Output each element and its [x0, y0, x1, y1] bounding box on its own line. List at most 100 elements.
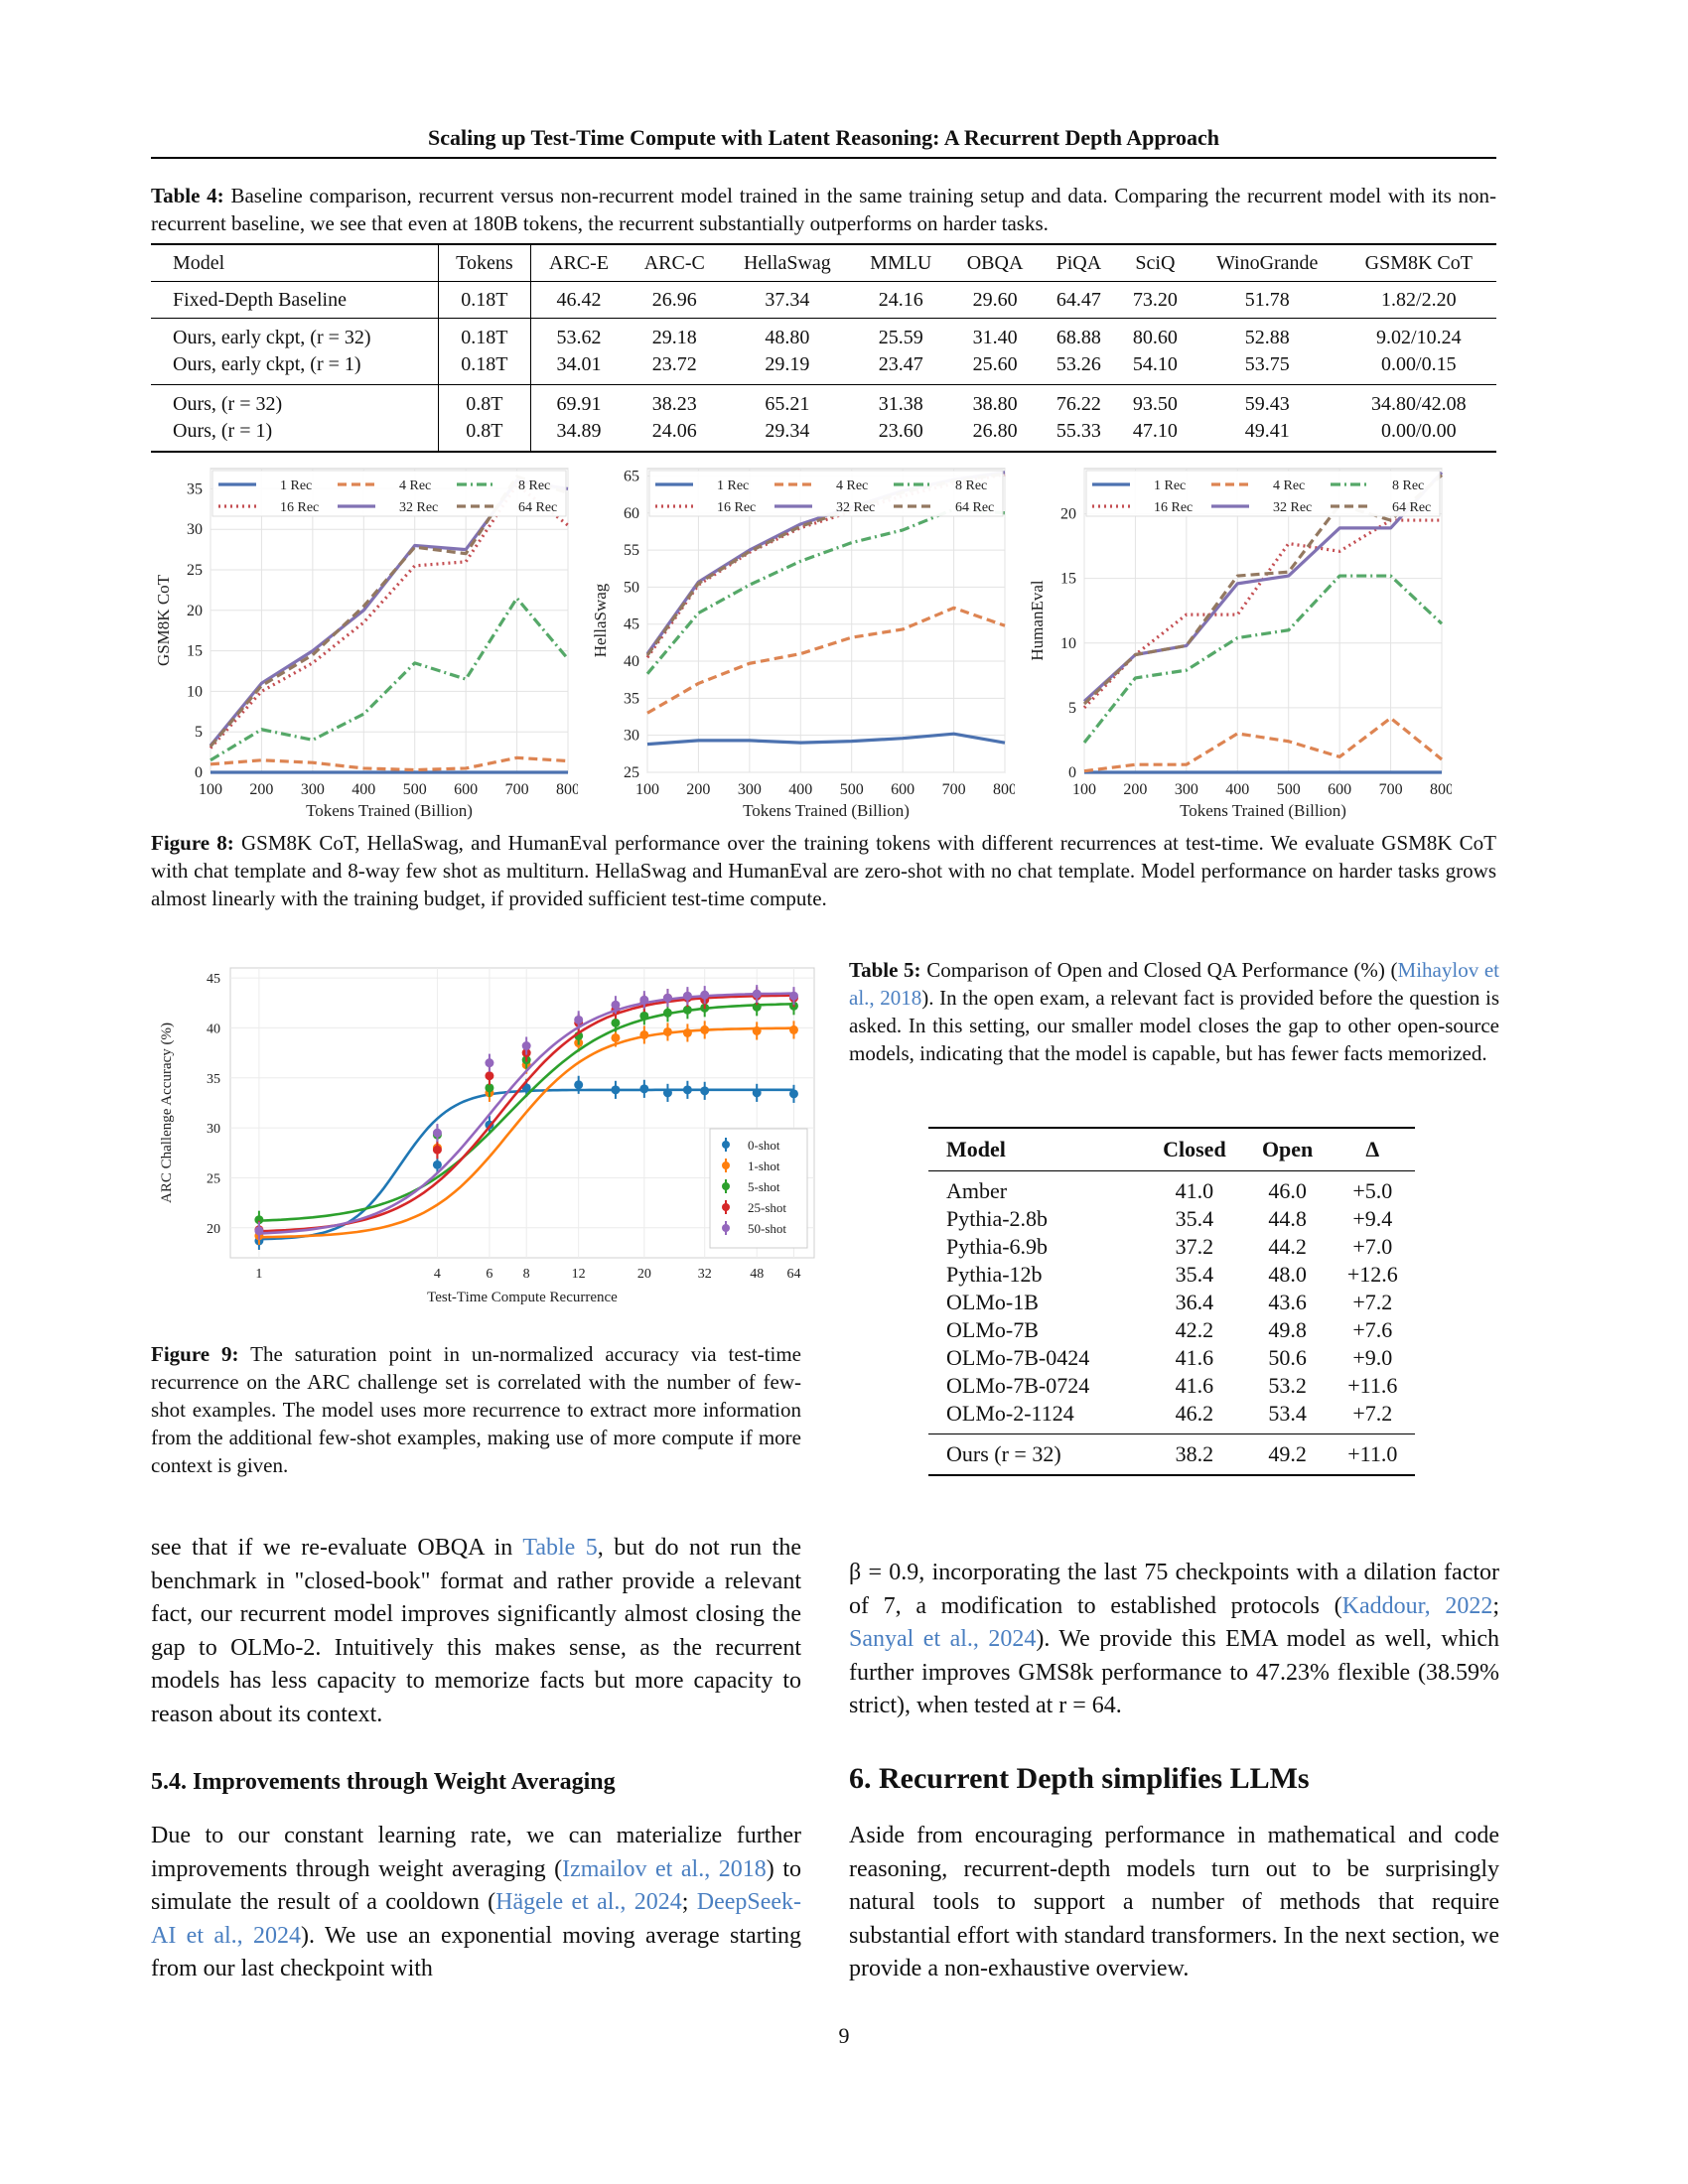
x-tick-label: 32 — [698, 1267, 712, 1282]
data-point — [662, 993, 672, 1003]
table5-row: Pythia-6.9b 37.2 44.2 +7.0 — [928, 1233, 1415, 1261]
data-point — [662, 1026, 672, 1036]
table4-cell: 93.50 — [1117, 384, 1194, 418]
table4-cell: 25.59 — [852, 318, 950, 351]
data-point — [788, 991, 798, 1001]
data-point — [700, 1024, 710, 1034]
y-tick-label: 30 — [207, 1122, 220, 1137]
citation-link[interactable]: Sanyal et al., 2024 — [849, 1626, 1037, 1652]
series-line — [1082, 471, 1444, 703]
table4-cell: 34.01 — [556, 353, 602, 375]
citation-link[interactable]: Kaddour, 2022 — [1341, 1592, 1493, 1619]
series-line — [645, 473, 1006, 659]
left-paragraph-1: see that if we re-evaluate OBQA in Table… — [151, 1532, 801, 1731]
citation-link[interactable]: Izmailov et al., 2018 — [562, 1855, 767, 1882]
table5-caption-post: ). In the open exam, a relevant fact is … — [849, 986, 1499, 1065]
table5-cell: Pythia-6.9b — [946, 1234, 1049, 1259]
data-point — [662, 1008, 672, 1018]
x-axis-label: Tokens Trained (Billion) — [1180, 801, 1346, 820]
legend-marker — [722, 1203, 730, 1211]
x-axis-label: Test-Time Compute Recurrence — [427, 1290, 618, 1305]
table4-cell: 46.42 — [530, 281, 627, 319]
data-point — [700, 1086, 710, 1096]
table4-cell: 23.72 — [651, 353, 697, 375]
table4-cell: 0.18T — [438, 281, 532, 319]
table4-caption-text: Baseline comparison, recurrent versus no… — [151, 184, 1496, 235]
header-rule — [151, 157, 1496, 159]
series-line — [209, 475, 569, 748]
table4-row: Ours, early ckpt, (r = 1) 0.18T 34.01 23… — [151, 351, 1496, 385]
table5-row: Pythia-2.8b 35.4 44.8 +9.4 — [928, 1205, 1415, 1233]
text-run: ; — [1492, 1592, 1500, 1619]
table4-header-cell: HellaSwag — [722, 243, 853, 282]
table4-header-cell: SciQ — [1117, 243, 1194, 282]
x-tick-label: 300 — [301, 781, 325, 798]
y-tick-label: 25 — [187, 562, 203, 579]
legend-label: 4 Rec — [836, 478, 868, 493]
y-tick-label: 45 — [207, 972, 220, 987]
legend-label: 32 Rec — [399, 500, 438, 515]
table5: Model Closed Open Δ Amber 41.0 46.0 +5.0… — [928, 1127, 1415, 1476]
legend-label: 4 Rec — [399, 478, 431, 493]
table5-cell: 41.0 — [1175, 1178, 1214, 1203]
data-point — [752, 1002, 762, 1012]
legend-label: 32 Rec — [1273, 500, 1312, 515]
data-point — [639, 1084, 649, 1094]
table4-cell: 54.10 — [1132, 353, 1178, 375]
data-point — [254, 1215, 264, 1225]
text-run: see that if we re-evaluate OBQA in — [151, 1535, 523, 1561]
legend-marker — [722, 1182, 730, 1190]
table5-cell: 35.4 — [1175, 1262, 1214, 1287]
table4-cell: 29.19 — [765, 353, 810, 375]
table4-cell: 48.80 — [722, 318, 853, 351]
table-ref-link[interactable]: Table 5 — [522, 1535, 598, 1561]
y-tick-label: 5 — [1068, 700, 1076, 717]
y-axis-label: HellaSwag — [591, 583, 610, 657]
y-axis-label: GSM8K CoT — [154, 574, 173, 666]
text-run: , but do not run the benchmark in "close… — [151, 1535, 801, 1727]
table5-row: Amber 41.0 46.0 +5.0 — [928, 1171, 1415, 1206]
table5-cell: 41.6 — [1175, 1373, 1214, 1398]
table5-row: OLMo-7B-0424 41.6 50.6 +9.0 — [928, 1344, 1415, 1372]
table4-cell: 47.10 — [1117, 418, 1194, 453]
table4-cell: 24.06 — [626, 418, 723, 453]
table4-cell: Ours, (r = 1) — [151, 418, 439, 453]
table4-cell: 34.80/42.08 — [1340, 384, 1496, 418]
x-tick-label: 700 — [942, 781, 966, 798]
series-line — [1082, 474, 1444, 706]
table4-cell: 53.75 — [1244, 353, 1290, 375]
legend-label: 64 Rec — [1392, 500, 1431, 515]
y-tick-label: 20 — [187, 603, 203, 619]
table4-cell: 69.91 — [530, 384, 627, 418]
citation-link[interactable]: Hägele et al., 2024 — [495, 1889, 682, 1915]
table5-cell: +7.0 — [1352, 1234, 1393, 1259]
humaneval-chart: 100 200 300 400 500 600 700 800 0 5 10 15 20 1 Rec 4 R… — [1028, 468, 1452, 820]
x-tick-label: 48 — [750, 1267, 764, 1282]
y-tick-label: 35 — [187, 480, 203, 497]
table4-row: Ours, (r = 1) 0.8T 34.89 24.06 29.34 23.… — [151, 418, 1496, 453]
citation-link[interactable]: Mihaylov et al., 2018 — [849, 958, 1499, 1010]
x-tick-label: 300 — [1175, 781, 1198, 798]
x-tick-label: 200 — [686, 781, 710, 798]
citation-link[interactable]: DeepSeek-AI et al., 2024 — [151, 1889, 802, 1949]
legend-label: 1 Rec — [1154, 478, 1186, 493]
table4-cell: 26.96 — [626, 281, 723, 319]
arc-challenge-chart: 1 4 6 8 12 20 32 48 64 20 25 30 35 40 45 0-shot 1-shot 5-… — [159, 967, 815, 1305]
figure9-caption-text: The saturation point in un-normalized ac… — [151, 1342, 801, 1477]
hellaswag-chart: 100 200 300 400 500 600 700 800 25 30 35 40 45 50 55 60… — [591, 468, 1015, 820]
running-title: Scaling up Test-Time Compute with Latent… — [428, 125, 1219, 150]
y-tick-label: 5 — [195, 724, 203, 741]
page-number: 9 — [838, 2023, 850, 2048]
x-tick-label: 12 — [572, 1267, 586, 1282]
table5-cell: Pythia-2.8b — [946, 1206, 1049, 1231]
table5-header-cell: Open — [1244, 1127, 1331, 1171]
table4-cell: 65.21 — [722, 384, 853, 418]
x-tick-label: 600 — [891, 781, 914, 798]
plot-area — [210, 468, 569, 773]
y-tick-label: 35 — [624, 690, 639, 707]
y-tick-label: 0 — [195, 764, 203, 781]
figure8-caption-text: GSM8K CoT, HellaSwag, and HumanEval perf… — [151, 831, 1497, 910]
x-tick-label: 600 — [454, 781, 478, 798]
table5-cell: Ours (r = 32) — [928, 1433, 1145, 1476]
y-tick-label: 30 — [624, 728, 639, 745]
